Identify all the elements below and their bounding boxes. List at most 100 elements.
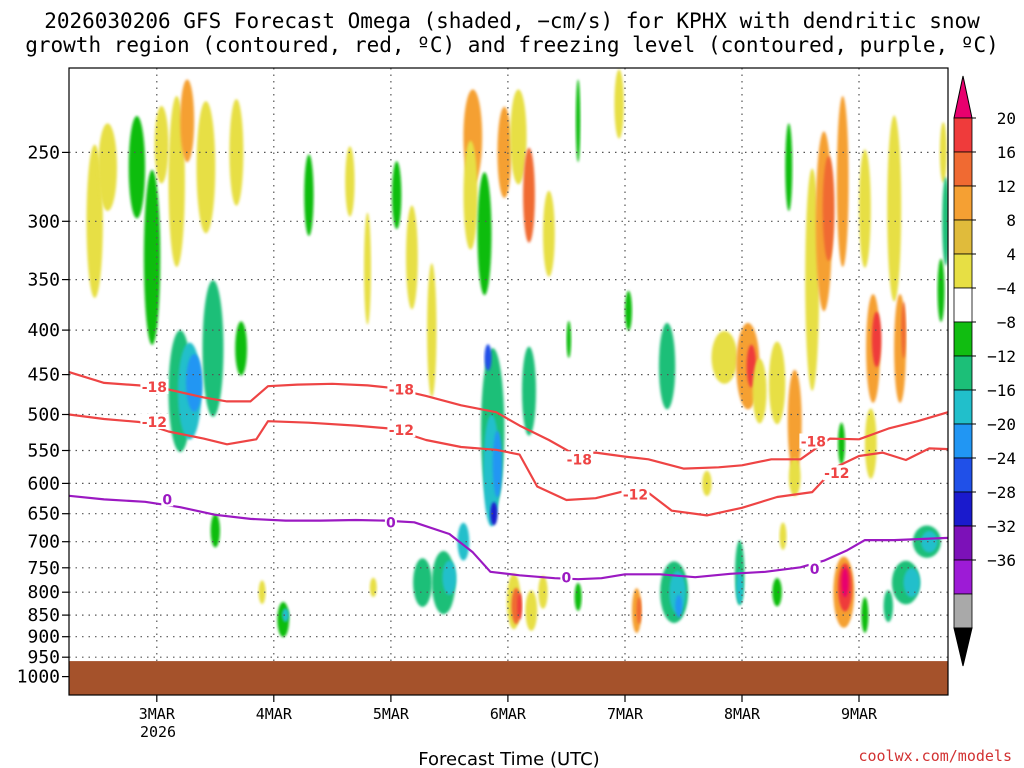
omega-cell: [636, 597, 642, 625]
x-axis-title: Forecast Time (UTC): [418, 749, 599, 768]
omega-cell: [861, 597, 869, 633]
y-tick-label: 900: [27, 627, 60, 648]
contour-label: -12: [824, 466, 849, 482]
contour-label-bg: [560, 569, 573, 585]
omega-cell: [484, 344, 492, 371]
colorbar-label: 20: [997, 109, 1016, 128]
contour-label: -12: [142, 415, 167, 431]
time-axis: 3MAR 4MAR 5MAR 6MAR 7MAR 8MAR 9MAR: [139, 695, 878, 723]
colorbar-segment: [953, 151, 973, 187]
y-tick-label: 450: [27, 365, 60, 386]
colorbar-label: 16: [997, 143, 1016, 162]
omega-cell: [574, 582, 582, 611]
omega-cell: [497, 106, 512, 198]
colorbar-label: −12: [987, 347, 1016, 366]
omega-cell: [942, 177, 948, 266]
omega-cell: [143, 169, 161, 345]
omega-cell: [522, 346, 536, 436]
omega-cell: [98, 123, 117, 211]
colorbar-label: −32: [987, 517, 1016, 536]
colorbar-segment: [953, 219, 973, 255]
y-tick-label: 800: [27, 582, 60, 603]
omega-cell: [864, 408, 877, 479]
omega-cell: [202, 280, 224, 417]
omega-cell: [838, 422, 845, 465]
omega-cell: [675, 594, 683, 618]
omega-cell: [805, 168, 820, 391]
omega-cell: [921, 530, 938, 553]
omega-cell: [477, 172, 492, 296]
colorbar-label: −36: [987, 551, 1016, 570]
colorbar-label: −4: [997, 279, 1016, 298]
omega-cell: [517, 592, 522, 620]
colorbar-segment: [953, 559, 973, 595]
contour-label-bg: [808, 560, 821, 576]
colorbar-segment: [953, 457, 973, 493]
colorbar-segment: [953, 253, 973, 289]
colorbar-label: −16: [987, 381, 1016, 400]
omega-cell: [523, 147, 535, 243]
colorbar-label: −28: [987, 483, 1016, 502]
omega-cell: [841, 568, 849, 598]
omega-cell: [939, 122, 947, 183]
omega-cell: [442, 560, 457, 595]
contour-label: -18: [389, 383, 414, 399]
omega-cell: [490, 502, 498, 526]
y-tick-label: 600: [27, 473, 60, 494]
temperature-contours: -18 -18 -18 -18 -12 -12 -12 -12 0 0 0 0: [69, 371, 948, 587]
colorbar-label: 4: [1006, 245, 1016, 264]
contour-label-bg: [822, 465, 851, 481]
omega-cell: [822, 156, 835, 261]
omega-cell: [883, 590, 893, 623]
contour-label: -12: [389, 423, 414, 439]
colorbar-label: 8: [1006, 211, 1016, 230]
contour-label: 0: [810, 562, 820, 578]
contour-label-bg: [621, 486, 650, 502]
omega-cell: [413, 558, 432, 607]
y-tick-label: 350: [27, 270, 60, 291]
omega-cell: [345, 146, 355, 217]
omega-cell: [492, 430, 503, 498]
omega-cell: [364, 212, 371, 325]
colorbar-segment: [953, 287, 973, 323]
colorbar-segment: [953, 525, 973, 561]
colorbar-label: 12: [997, 177, 1016, 196]
chart-title-line1: 2026030206 GFS Forecast Omega (shaded, −…: [44, 9, 980, 33]
y-tick-label: 650: [27, 504, 60, 525]
omega-cell: [871, 311, 882, 368]
omega-cell: [788, 457, 801, 497]
contour-label: 0: [162, 492, 172, 508]
omega-cell: [304, 154, 314, 236]
omega-colorbar: 20 16 12 8 4 −4 −8 −12 −16 −20 −24 −28 −32 −36: [953, 75, 1016, 667]
omega-cell: [538, 575, 548, 609]
x-tick-label: 5MAR: [373, 705, 410, 723]
colorbar-segment: [953, 389, 973, 425]
omega-cell: [196, 101, 216, 234]
colorbar-top-arrow: [953, 75, 973, 119]
colorbar-bottom-arrow: [953, 627, 973, 667]
contour-label-bg: [161, 491, 174, 507]
omega-cell: [785, 123, 793, 211]
omega-cell: [258, 580, 266, 604]
x-axis-year: 2026: [140, 723, 176, 741]
omega-cell: [210, 514, 220, 548]
chart-title-line2: growth region (contoured, red, ºC) and f…: [25, 33, 999, 57]
omega-cell: [154, 106, 169, 184]
contour-label: -18: [801, 435, 826, 451]
pressure-axis: 2503003504004505005506006507007508008509…: [17, 142, 69, 688]
omega-cell: [406, 205, 418, 310]
omega-cell: [525, 590, 538, 631]
omega-cell: [128, 116, 146, 219]
colorbar-segment: [953, 491, 973, 527]
contour-label: -18: [142, 380, 167, 396]
x-tick-label: 3MAR: [139, 705, 176, 723]
x-tick-label: 8MAR: [724, 705, 761, 723]
omega-cell: [658, 322, 676, 410]
omega-cell: [614, 69, 624, 139]
omega-cell: [427, 263, 437, 397]
y-tick-label: 250: [27, 142, 60, 163]
omega-cell: [168, 96, 185, 267]
omega-cell: [787, 369, 802, 475]
omega-cell: [463, 140, 478, 250]
y-tick-label: 850: [27, 605, 60, 626]
